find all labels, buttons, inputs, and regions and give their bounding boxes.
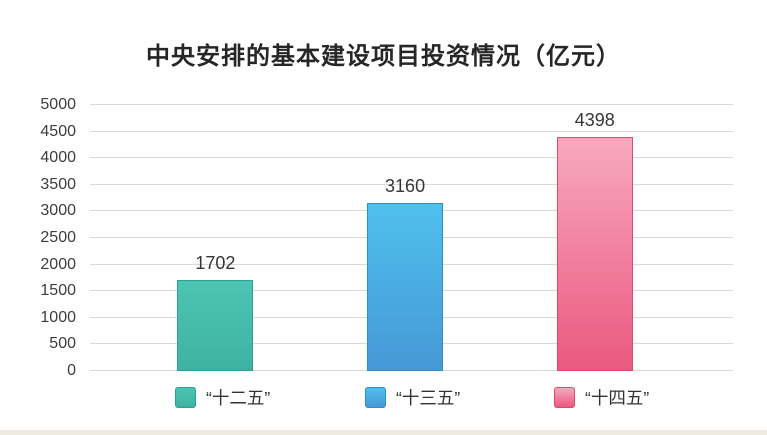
bar-value-label-2: 3160	[385, 175, 426, 196]
ytick-label-500: 500	[49, 335, 76, 353]
gridline-y-4500	[90, 130, 733, 132]
legend-swatch-icon	[554, 387, 575, 408]
legend-label-1: “十二五”	[206, 388, 271, 408]
gridline-y-4000	[90, 157, 733, 159]
legend-swatch-icon	[365, 387, 386, 408]
bar-1: 1702	[177, 253, 254, 371]
bar-3: 4398	[556, 110, 633, 371]
ytick-label-0: 0	[67, 362, 76, 379]
ytick-label-4500: 4500	[40, 122, 76, 140]
chart-title: 中央安排的基本建设项目投资情况（亿元）	[146, 41, 621, 70]
legend-item-3: “十四五”	[554, 385, 649, 410]
ytick-label-4000: 4000	[40, 149, 76, 167]
legend-item-2: “十三五”	[365, 385, 460, 410]
plot-area: 0 500 1000 1500 2000 2500 3000 3500 4000 4500 5000…	[40, 96, 733, 379]
gridline-y-5000	[90, 104, 733, 105]
ytick-label-1500: 1500	[40, 282, 76, 300]
legend-item-1: “十二五”	[175, 385, 270, 410]
ytick-label-2500: 2500	[40, 229, 76, 246]
ytick-label-5000: 5000	[40, 96, 76, 113]
gridline-y-3500	[90, 183, 733, 185]
ytick-label-2000: 2000	[40, 255, 76, 273]
legend: “十二五” “十三五” “十四五”	[0, 385, 767, 415]
legend-label-3: “十四五”	[585, 388, 650, 408]
ytick-label-1000: 1000	[40, 308, 76, 326]
bottom-accent-strip	[0, 430, 767, 435]
bar-2: 3160	[367, 176, 444, 371]
ytick-label-3500: 3500	[40, 175, 76, 193]
legend-swatch-icon	[175, 387, 196, 408]
bar-value-label-1: 1702	[195, 253, 236, 274]
bar-value-label-3: 4398	[574, 110, 615, 131]
legend-label-2: “十三五”	[396, 388, 461, 408]
ytick-label-3000: 3000	[40, 202, 76, 220]
